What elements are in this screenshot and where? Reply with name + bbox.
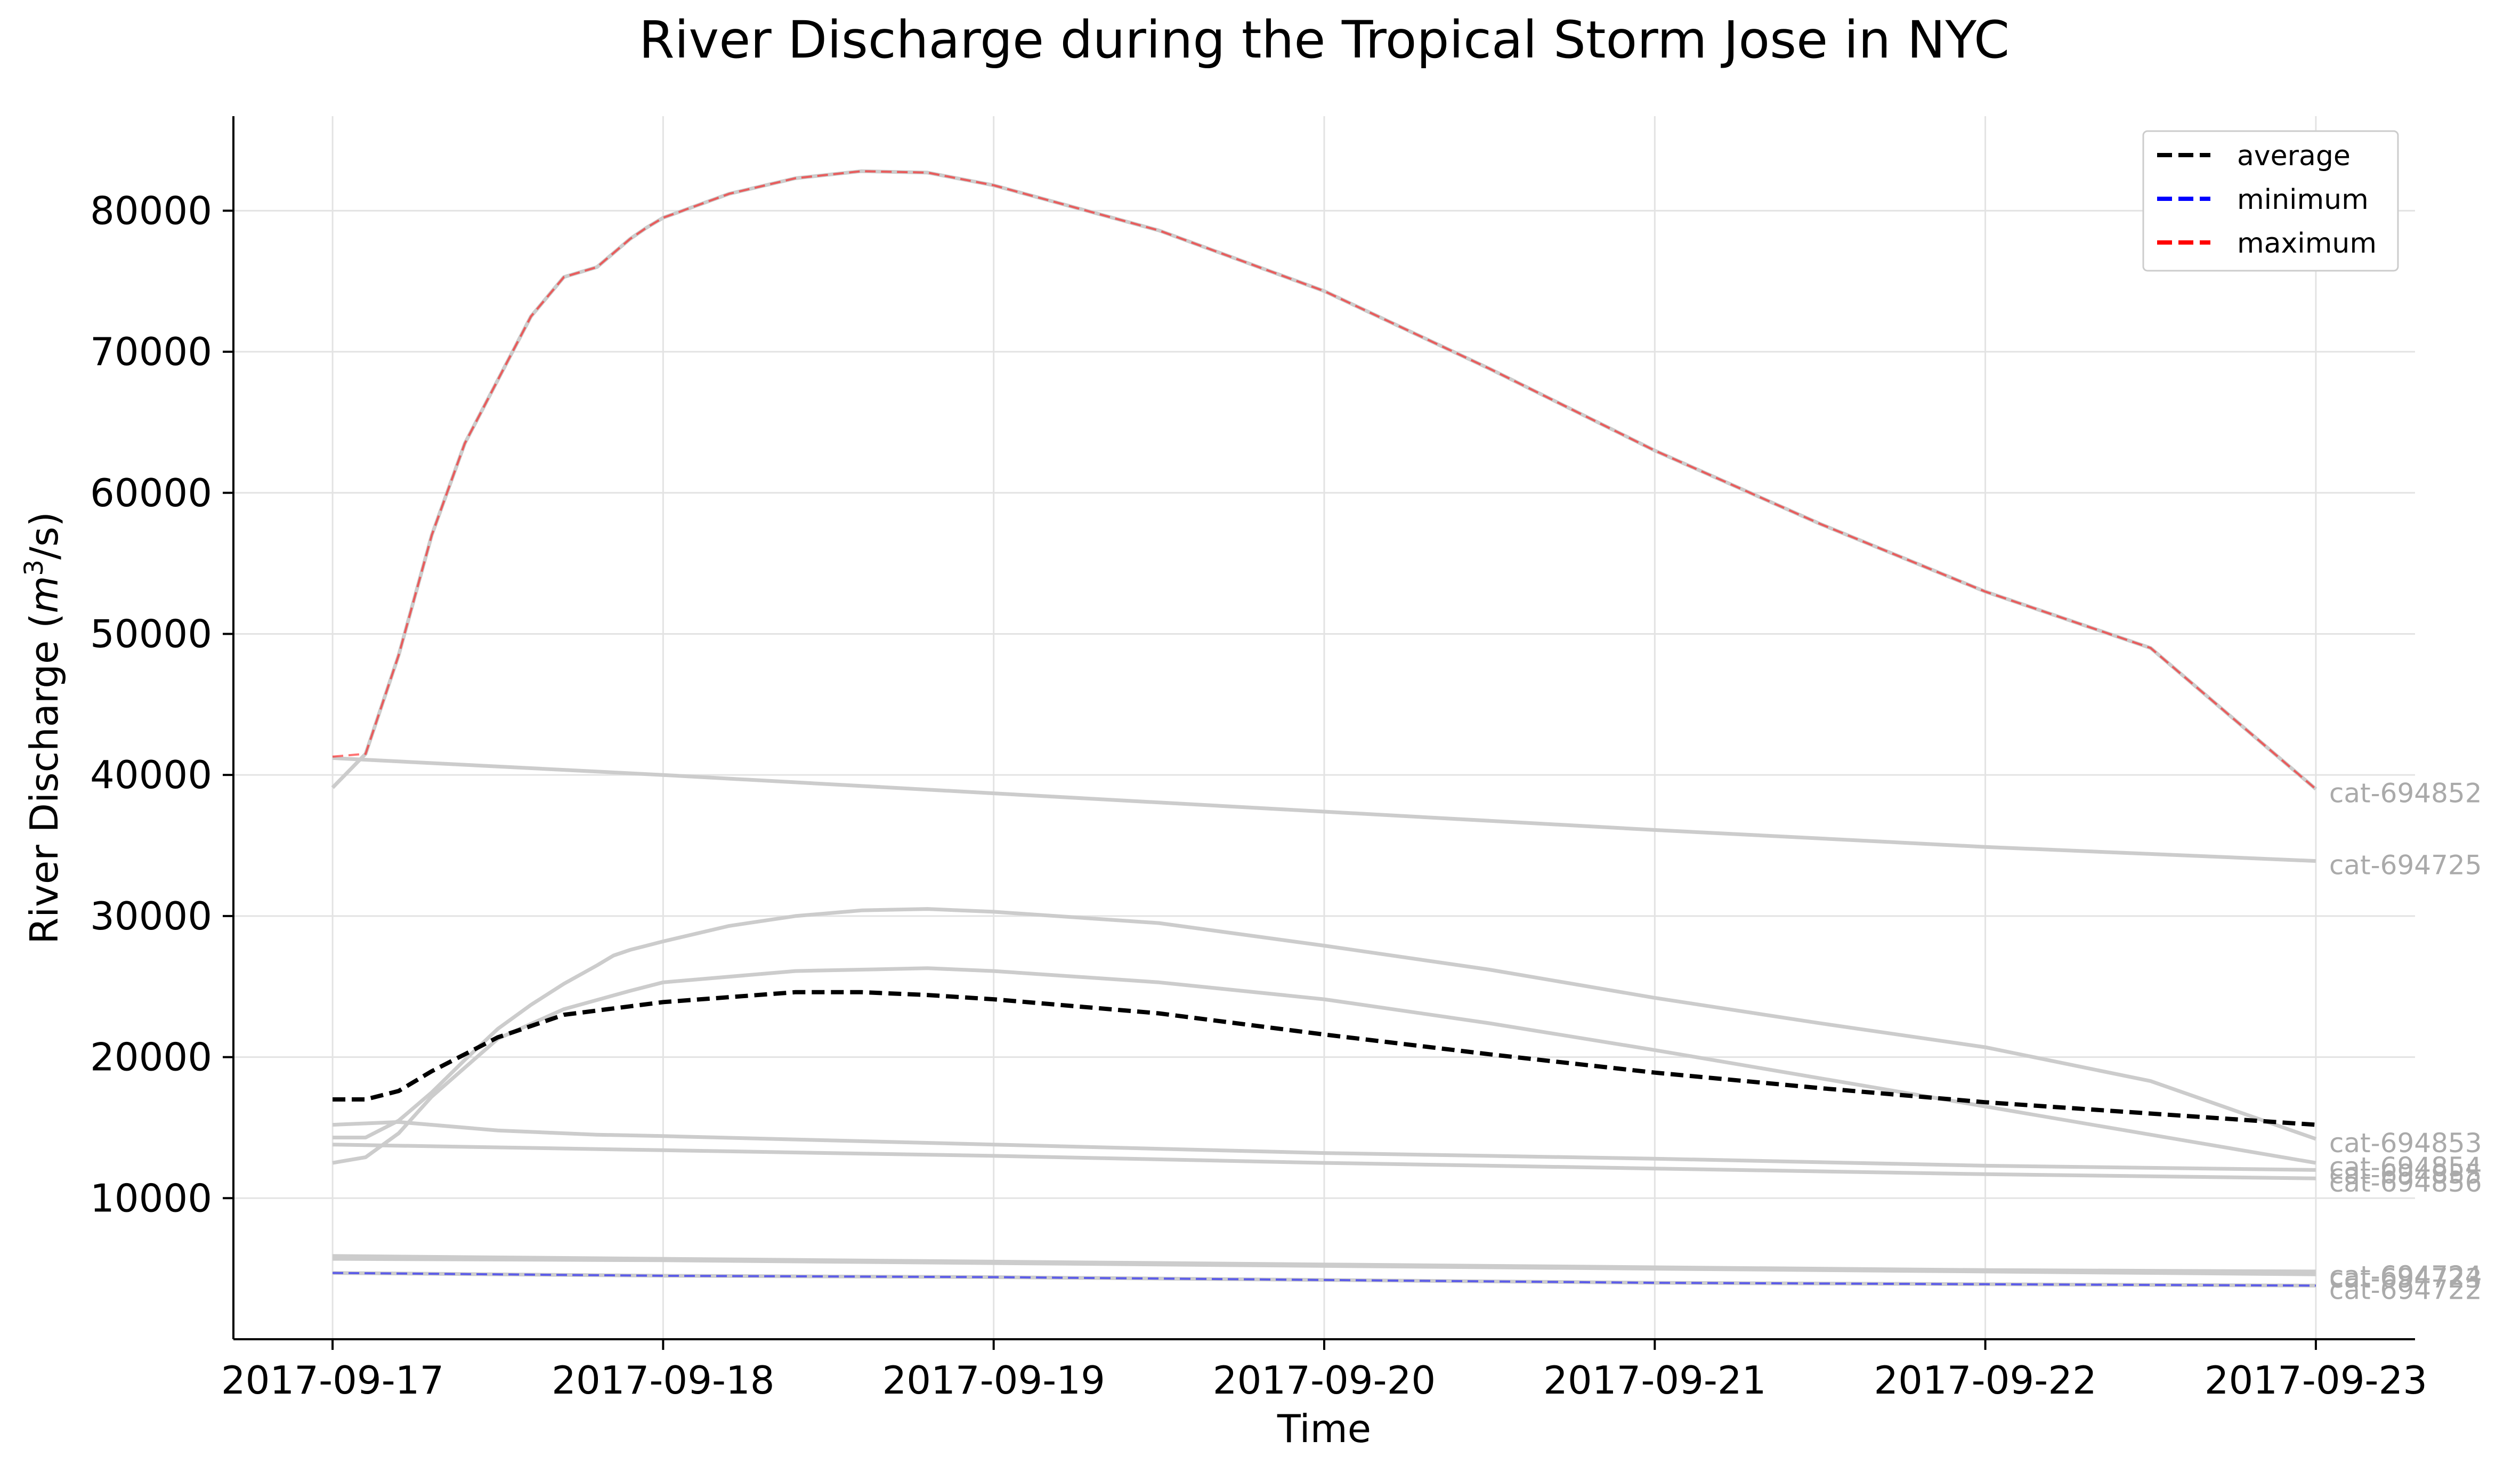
y-axis-label: River Discharge (m3/s) bbox=[19, 512, 67, 944]
series-line-cat-694725 bbox=[332, 756, 2316, 863]
series-line-cat-694853 bbox=[333, 907, 2317, 1141]
end-label-cat-694725: cat-694725 bbox=[2329, 850, 2482, 881]
y-tick-label: 80000 bbox=[90, 188, 212, 233]
y-tick-label: 20000 bbox=[90, 1035, 212, 1080]
y-tick-label: 30000 bbox=[90, 894, 212, 938]
end-label-cat-694723: cat-694723 bbox=[2329, 1263, 2482, 1294]
end-label-cat-694852: cat-694852 bbox=[2329, 778, 2482, 809]
legend-box bbox=[2142, 130, 2399, 272]
x-tick-label: 2017-09-19 bbox=[882, 1358, 1105, 1403]
series-line-cat-694856 bbox=[333, 1143, 2316, 1180]
summary-line-minimum bbox=[333, 1272, 2316, 1287]
y-tick-label: 60000 bbox=[90, 471, 212, 515]
x-tick-label: 2017-09-20 bbox=[1213, 1358, 1436, 1403]
end-label-cat-694853: cat-694853 bbox=[2329, 1128, 2482, 1159]
catchment-lines bbox=[331, 169, 2318, 1288]
y-axis-label-sup: 3 bbox=[19, 560, 49, 576]
y-tick-label: 70000 bbox=[90, 329, 212, 374]
end-label-cat-694854: cat-694854 bbox=[2329, 1152, 2482, 1183]
end-label-cat-694722: cat-694722 bbox=[2329, 1274, 2482, 1305]
series-line-cat-694854 bbox=[332, 966, 2316, 1165]
summary-line-maximum bbox=[332, 170, 2317, 790]
x-tick-label: 2017-09-18 bbox=[552, 1358, 774, 1403]
y-axis-label-prefix: River Discharge ( bbox=[22, 613, 67, 944]
y-axis-ticks: 10000 20000 30000 40000 50000 60000 70000 80000 bbox=[90, 188, 233, 1220]
catchment-end-labels: cat-694852 cat-694725 cat-694853cat-694854… bbox=[2329, 778, 2482, 1306]
y-tick-label: 50000 bbox=[90, 611, 212, 656]
x-axis-label: Time bbox=[1277, 1406, 1371, 1451]
end-label-cat-694724: cat-694724 bbox=[2329, 1260, 2482, 1291]
x-tick-label: 2017-09-23 bbox=[2205, 1358, 2427, 1403]
gridlines bbox=[233, 116, 2415, 1339]
end-label-cat-694856: cat-694856 bbox=[2329, 1167, 2482, 1198]
series-line-cat-694723 bbox=[333, 1257, 2316, 1276]
y-axis-label-var: m bbox=[22, 576, 67, 613]
x-tick-label: 2017-09-22 bbox=[1874, 1358, 2096, 1403]
x-tick-label: 2017-09-17 bbox=[221, 1358, 444, 1403]
x-axis-ticks: 2017-09-17 2017-09-18 2017-09-19 2017-09-20… bbox=[221, 1339, 2427, 1403]
legend-maximum-label: maximum bbox=[2237, 228, 2377, 260]
summary-lines bbox=[332, 170, 2317, 1287]
end-label-cat-694855: cat-694855 bbox=[2329, 1159, 2482, 1189]
series-line-cat-694855 bbox=[332, 1120, 2316, 1172]
legend-average-label: average bbox=[2237, 140, 2351, 172]
summary-line-average bbox=[333, 990, 2316, 1127]
y-tick-label: 10000 bbox=[90, 1176, 212, 1220]
y-axis-label-suffix: /s) bbox=[22, 512, 67, 560]
y-tick-label: 40000 bbox=[90, 752, 212, 797]
legend: average minimum maximum bbox=[2142, 130, 2399, 272]
chart-title: River Discharge during the Tropical Stor… bbox=[639, 10, 2009, 70]
x-tick-label: 2017-09-21 bbox=[1543, 1358, 1766, 1403]
legend-minimum-label: minimum bbox=[2237, 184, 2369, 216]
